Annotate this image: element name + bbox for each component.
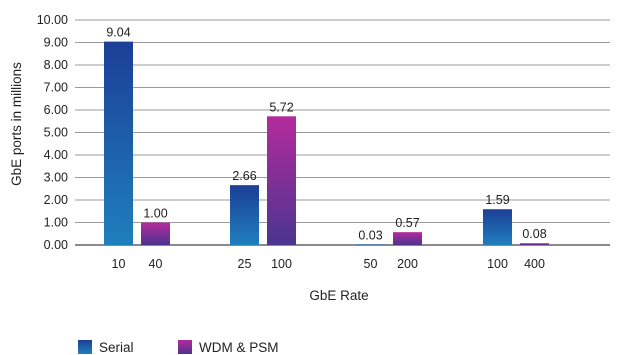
data-label: 9.04 bbox=[106, 26, 130, 40]
x-tick-label: 25 bbox=[238, 257, 252, 271]
x-tick-label: 200 bbox=[397, 257, 418, 271]
x-tick-label: 400 bbox=[524, 257, 545, 271]
y-tick-label: 9.00 bbox=[44, 36, 68, 50]
x-axis-ticks: 10 40 25 100 50 200 100 400 bbox=[112, 257, 545, 271]
data-label: 2.66 bbox=[232, 169, 256, 183]
y-tick-label: 1.00 bbox=[44, 216, 68, 230]
x-tick-label: 100 bbox=[487, 257, 508, 271]
y-tick-label: 0.00 bbox=[44, 238, 68, 252]
y-tick-label: 4.00 bbox=[44, 148, 68, 162]
x-tick-label: 100 bbox=[271, 257, 292, 271]
data-label: 0.57 bbox=[395, 216, 419, 230]
x-tick-label: 40 bbox=[149, 257, 163, 271]
bar-serial bbox=[230, 185, 259, 245]
legend: Serial WDM & PSM bbox=[78, 340, 279, 355]
y-tick-label: 10.00 bbox=[37, 13, 68, 27]
legend-swatch-wdm-psm bbox=[178, 340, 192, 354]
bar-wdm-psm bbox=[267, 116, 296, 245]
data-labels: 9.04 1.00 2.66 5.72 0.03 0.57 1.59 0.08 bbox=[106, 26, 546, 243]
bar-wdm-psm bbox=[141, 222, 170, 245]
x-tick-label: 10 bbox=[112, 257, 126, 271]
y-axis-title: GbE ports in millions bbox=[9, 62, 24, 186]
data-label: 0.08 bbox=[522, 227, 546, 241]
y-tick-label: 2.00 bbox=[44, 193, 68, 207]
data-label: 0.03 bbox=[358, 228, 382, 242]
legend-label-wdm-psm: WDM & PSM bbox=[199, 340, 279, 355]
bar-serial bbox=[104, 41, 133, 245]
bar-serial bbox=[356, 244, 385, 245]
y-tick-label: 7.00 bbox=[44, 81, 68, 95]
bar-wdm-psm bbox=[393, 232, 422, 245]
x-axis-title: GbE Rate bbox=[309, 288, 368, 303]
legend-label-serial: Serial bbox=[99, 340, 134, 355]
y-axis-ticks: 0.00 1.00 2.00 3.00 4.00 5.00 6.00 7.00 8.00 9.00… bbox=[37, 13, 68, 252]
y-tick-label: 5.00 bbox=[44, 126, 68, 140]
legend-swatch-serial bbox=[78, 340, 92, 354]
data-label: 1.00 bbox=[143, 207, 167, 221]
y-tick-label: 8.00 bbox=[44, 58, 68, 72]
data-label: 5.72 bbox=[269, 100, 293, 114]
y-tick-label: 3.00 bbox=[44, 171, 68, 185]
x-tick-label: 50 bbox=[364, 257, 378, 271]
data-label: 1.59 bbox=[485, 193, 509, 207]
bar-serial bbox=[483, 209, 512, 245]
bar-wdm-psm bbox=[520, 243, 549, 245]
y-tick-label: 6.00 bbox=[44, 103, 68, 117]
bars bbox=[104, 41, 549, 245]
